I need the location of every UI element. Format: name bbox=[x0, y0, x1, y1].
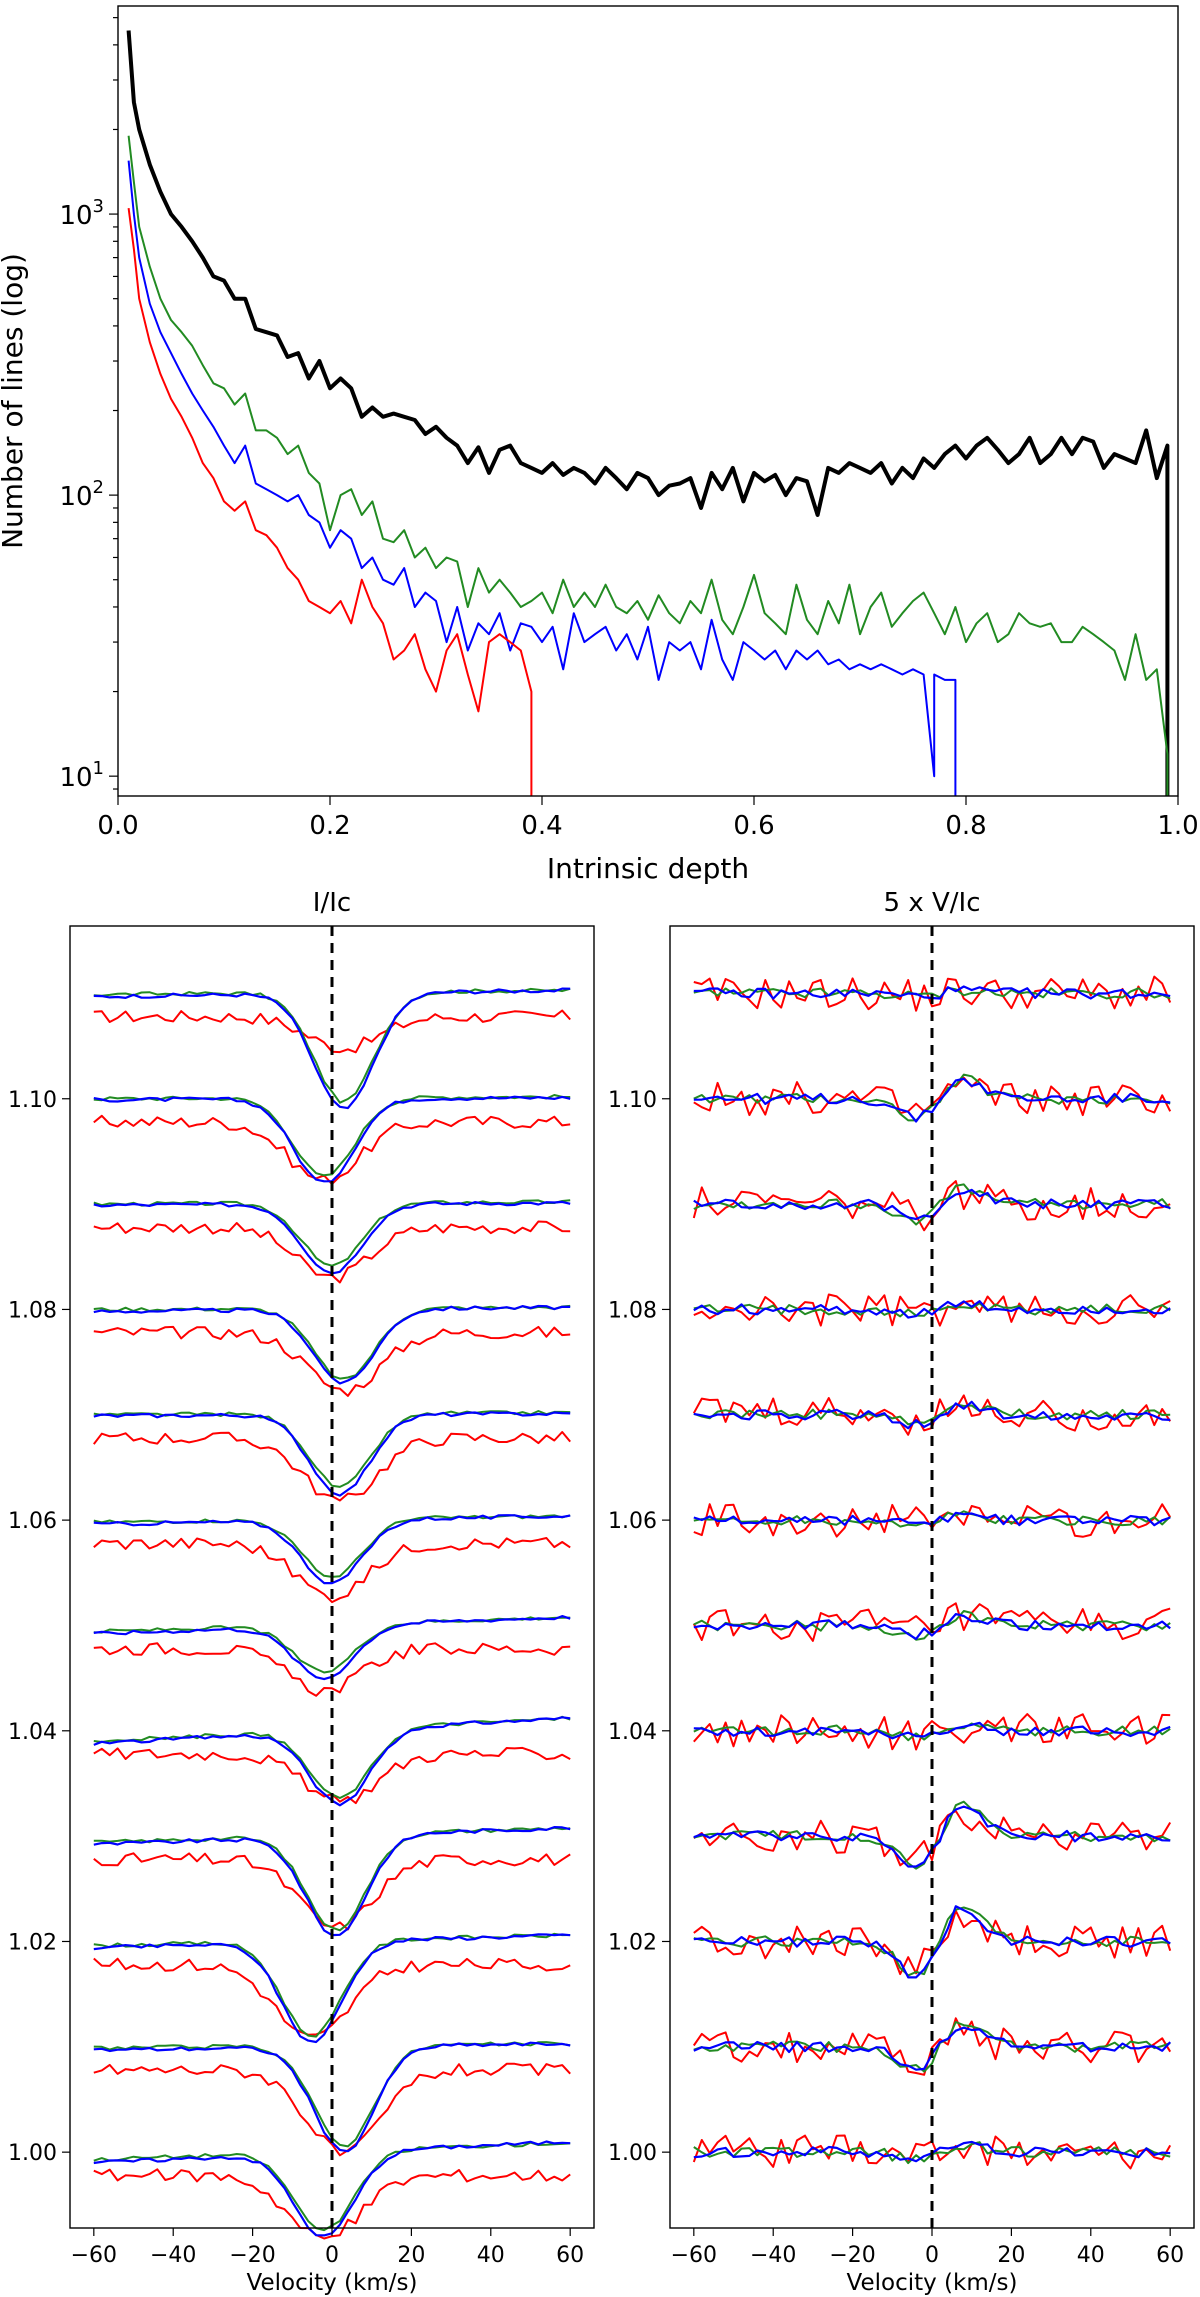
stokes-v-profile-line bbox=[693, 1077, 1171, 1123]
histogram-xtick-label: 0.6 bbox=[733, 811, 774, 841]
velocity-xtick-label: 60 bbox=[1156, 2243, 1184, 2268]
profile-ytick-label: 1.04 bbox=[8, 1720, 57, 1745]
profile-ytick-label: 1.10 bbox=[8, 1088, 57, 1113]
stokes-v-profile-line bbox=[693, 1810, 1172, 1867]
histogram-series-line-0 bbox=[126, 30, 1170, 796]
intensity-profile-line bbox=[93, 1514, 571, 1585]
velocity-xtick-label: −20 bbox=[829, 2243, 875, 2268]
stokes-v-profile-line bbox=[692, 2017, 1172, 2076]
histogram-series-line-3 bbox=[127, 207, 533, 796]
depth-histogram-panel: 0.0 0.2 0.4 0.6 0.8 1.0 101 102 103 Intrinsic de… bbox=[0, 5, 1199, 885]
stokes-v-profile-line bbox=[693, 975, 1172, 1012]
intensity-profile-line bbox=[93, 1616, 571, 1674]
stokes-v-profile-line bbox=[693, 2021, 1171, 2073]
stokes-v-panel-xlabel: Velocity (km/s) bbox=[847, 2270, 1018, 2296]
histogram-ytick-label: 102 bbox=[59, 477, 104, 512]
intensity-profile-line bbox=[93, 1642, 571, 1697]
histogram-xtick-label: 0.2 bbox=[309, 811, 350, 841]
stokes-v-profile-line bbox=[693, 1905, 1171, 1979]
intensity-profile-line bbox=[93, 1826, 571, 1932]
velocity-xtick-label: 0 bbox=[325, 2243, 339, 2268]
histogram-series-line-1 bbox=[127, 135, 1169, 796]
profile-ytick-label: 1.06 bbox=[608, 1509, 657, 1534]
velocity-xtick-label: −40 bbox=[750, 2243, 796, 2268]
velocity-xtick-label: −60 bbox=[71, 2243, 117, 2268]
profile-ytick-label: 1.02 bbox=[608, 1930, 657, 1955]
velocity-xtick-label: 40 bbox=[1077, 2243, 1105, 2268]
intensity-panel-title: I/Ic bbox=[313, 888, 351, 918]
velocity-xtick-label: 20 bbox=[397, 2243, 425, 2268]
profile-ytick-label: 1.04 bbox=[608, 1720, 657, 1745]
depth-histogram-xlabel: Intrinsic depth bbox=[547, 852, 749, 885]
depth-histogram-axes: 0.0 0.2 0.4 0.6 0.8 1.0 101 102 103 bbox=[59, 17, 1199, 841]
depth-histogram-series bbox=[126, 30, 1170, 796]
stokes-v-panel-axes: −60 −40 −20 0 20 40 60 1.00 1.02 1.04 1.06 1.08 1.10 bbox=[608, 1088, 1184, 2268]
intensity-panel-axes: −60 −40 −20 0 20 40 60 1.00 1.02 1.04 1.06 1.08 1.10 bbox=[8, 1088, 584, 2268]
depth-histogram-frame bbox=[117, 5, 1179, 797]
profile-ytick-label: 1.00 bbox=[8, 2141, 57, 2166]
velocity-xtick-label: −60 bbox=[671, 2243, 717, 2268]
velocity-xtick-label: 20 bbox=[997, 2243, 1025, 2268]
histogram-series-line-2 bbox=[127, 160, 957, 796]
stokes-v-panel-title: 5 x V/Ic bbox=[884, 888, 981, 918]
stokes-v-profile-line bbox=[693, 1713, 1171, 1751]
profile-ytick-label: 1.08 bbox=[8, 1298, 57, 1323]
stokes-v-profile-line bbox=[693, 1612, 1171, 1641]
histogram-ytick-label: 103 bbox=[59, 196, 104, 231]
histogram-xtick-label: 0.4 bbox=[521, 811, 562, 841]
depth-histogram-ylabel: Number of lines (log) bbox=[0, 253, 29, 549]
velocity-xtick-label: 40 bbox=[477, 2243, 505, 2268]
stokes-v-profile-line bbox=[693, 1300, 1171, 1319]
intensity-profile-line bbox=[93, 1957, 571, 2036]
stokes-v-profile-line bbox=[693, 986, 1171, 1000]
profile-ytick-label: 1.00 bbox=[608, 2141, 657, 2166]
profile-ytick-label: 1.02 bbox=[8, 1930, 57, 1955]
intensity-profile-line bbox=[93, 1199, 571, 1267]
histogram-xtick-label: 0.8 bbox=[945, 811, 986, 841]
intensity-profile-panel: I/Ic −60 −40 −20 0 20 40 60 1.00 1.02 1.04 1.06 1.0… bbox=[8, 888, 595, 2296]
histogram-ytick-label: 101 bbox=[59, 758, 104, 793]
histogram-xtick-label: 0.0 bbox=[97, 811, 138, 841]
velocity-xtick-label: −40 bbox=[150, 2243, 196, 2268]
velocity-xtick-label: −20 bbox=[229, 2243, 275, 2268]
stokes-v-profile-panel: 5 x V/Ic −60 −40 −20 0 20 40 60 1.00 1.02 1.04 1.0… bbox=[608, 888, 1195, 2296]
profile-ytick-label: 1.08 bbox=[608, 1298, 657, 1323]
profile-ytick-label: 1.10 bbox=[608, 1088, 657, 1113]
profile-ytick-label: 1.06 bbox=[8, 1509, 57, 1534]
intensity-profile-line bbox=[93, 2062, 571, 2157]
intensity-profile-line bbox=[93, 2168, 571, 2240]
velocity-xtick-label: 60 bbox=[556, 2243, 584, 2268]
intensity-profile-line bbox=[93, 1537, 571, 1604]
velocity-xtick-label: 0 bbox=[925, 2243, 939, 2268]
intensity-panel-xlabel: Velocity (km/s) bbox=[247, 2270, 418, 2296]
histogram-xtick-label: 1.0 bbox=[1157, 811, 1198, 841]
